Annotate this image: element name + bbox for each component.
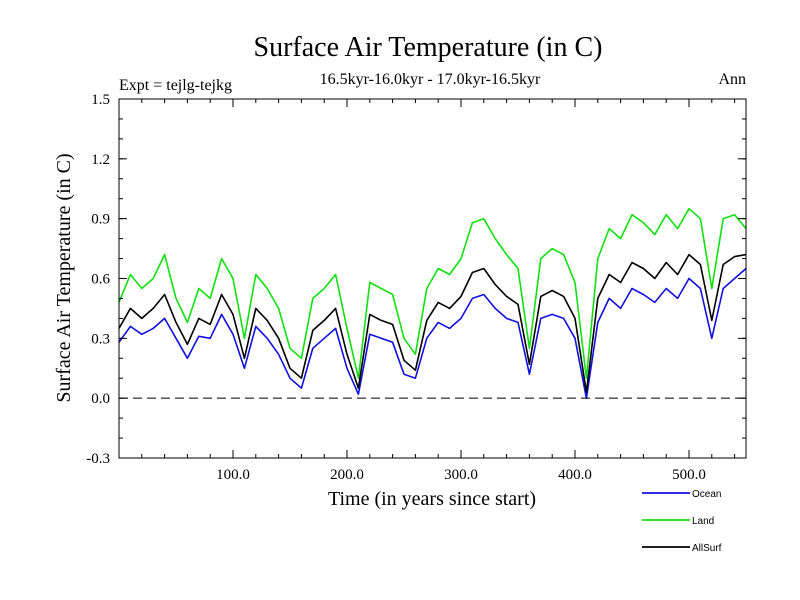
y-tick-label: 0.6 — [91, 272, 110, 288]
legend: Ocean Land AllSurf — [642, 489, 722, 554]
x-tick-label: 500.0 — [672, 467, 706, 483]
x-axis-label: Time (in years since start) — [328, 488, 536, 510]
tick-label-layer: 100.0 200.0 300.0 400.0 500.0 -0.3 0.0 0.3 0.6 0.… — [86, 92, 706, 483]
x-tick-label: 300.0 — [444, 467, 478, 483]
legend-label-ocean: Ocean — [692, 489, 721, 500]
tick-layer — [119, 98, 746, 459]
series-line-allsurf — [119, 253, 746, 394]
y-tick-label: -0.3 — [86, 451, 110, 467]
x-tick-label: 400.0 — [558, 467, 592, 483]
legend-label-allsurf: AllSurf — [692, 543, 722, 554]
y-tick-label: 0.9 — [91, 212, 110, 228]
y-axis-label: Surface Air Temperature (in C) — [53, 153, 75, 402]
x-tick-label: 100.0 — [216, 467, 250, 483]
y-tick-label: 1.5 — [91, 92, 110, 108]
x-tick-label: 200.0 — [330, 467, 364, 483]
series-line-ocean — [119, 267, 746, 400]
data-layer — [119, 207, 746, 400]
experiment-label: Expt = tejlg-tejkg — [119, 77, 232, 94]
chart-title: Surface Air Temperature (in C) — [254, 32, 603, 63]
y-tick-label: 1.2 — [91, 152, 110, 168]
period-label: Ann — [718, 71, 746, 88]
series-line-land — [119, 207, 746, 380]
y-tick-label: 0.3 — [91, 331, 110, 347]
chart-subtitle: 16.5kyr-16.0kyr - 17.0kyr-16.5kyr — [320, 71, 541, 88]
legend-label-land: Land — [692, 516, 714, 527]
y-tick-label: 0.0 — [91, 391, 110, 407]
